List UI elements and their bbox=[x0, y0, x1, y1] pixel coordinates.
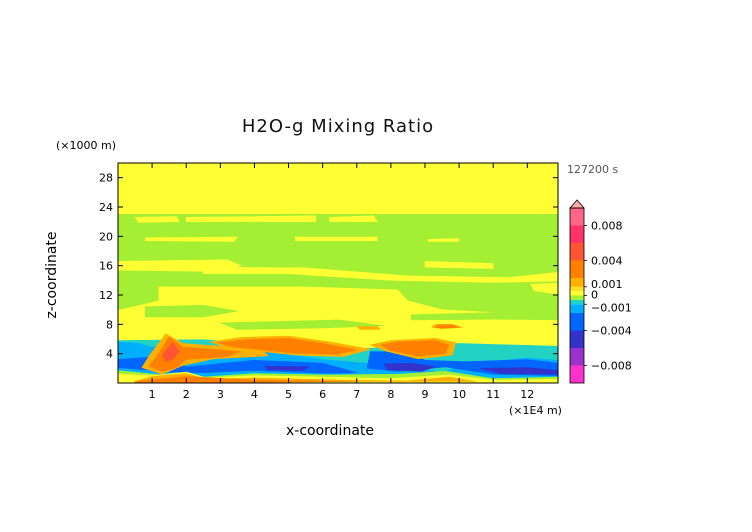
x-tick-label: 4 bbox=[251, 388, 258, 401]
colorbar-band bbox=[570, 304, 584, 313]
colorbar-label: 0.004 bbox=[591, 255, 623, 268]
colorbar-band bbox=[570, 330, 584, 348]
contour-region bbox=[356, 326, 381, 330]
x-tick: 12 bbox=[520, 163, 534, 401]
contour-region bbox=[329, 215, 378, 222]
colorbar-label: −0.004 bbox=[591, 325, 632, 338]
colorbar-band bbox=[570, 295, 584, 300]
y-tick: 16 bbox=[99, 260, 558, 273]
colorbar-label: 0.001 bbox=[591, 278, 623, 291]
contour-region bbox=[530, 282, 558, 295]
colorbar-band bbox=[570, 208, 584, 226]
x-axis-label: x-coordinate bbox=[286, 423, 375, 439]
x-tick: 5 bbox=[285, 163, 292, 401]
contour-region bbox=[162, 342, 180, 363]
colorbar-label: 0.008 bbox=[591, 220, 623, 233]
contour-region bbox=[410, 312, 558, 321]
x-tick: 8 bbox=[387, 163, 394, 401]
colorbar-label: −0.008 bbox=[591, 360, 632, 373]
colorbar-label: 0 bbox=[591, 289, 598, 302]
plot-area bbox=[118, 163, 558, 383]
x-tick-label: 7 bbox=[353, 388, 360, 401]
colorbar-band bbox=[570, 243, 584, 261]
chart-title: H2O-g Mixing Ratio bbox=[241, 116, 435, 137]
y-tick-label: 4 bbox=[106, 348, 113, 361]
x-tick-label: 1 bbox=[149, 388, 156, 401]
x-tick-label: 8 bbox=[387, 388, 394, 401]
colorbar-band bbox=[570, 291, 584, 296]
time-stamp-label: 127200 s bbox=[567, 163, 619, 176]
colorbar-band bbox=[570, 348, 584, 366]
colorbar-band bbox=[570, 278, 584, 287]
y-axis-ticks: 4 8 12 16 20 24 28 bbox=[99, 172, 558, 361]
x-axis-unit-label: (×1E4 m) bbox=[509, 404, 562, 417]
y-tick-label: 8 bbox=[106, 318, 113, 331]
plot-frame bbox=[117, 162, 559, 384]
x-tick: 1 bbox=[149, 163, 156, 401]
colorbar-band bbox=[570, 260, 584, 278]
contour-region bbox=[145, 304, 238, 318]
contour-region bbox=[216, 337, 358, 355]
colorbar-band bbox=[570, 299, 584, 305]
contour-region bbox=[185, 215, 317, 222]
contour-region bbox=[220, 319, 385, 330]
x-tick: 3 bbox=[217, 163, 224, 401]
x-axis-ticks: 1 2 3 4 5 6 7 8 9 10 11 12 bbox=[149, 163, 534, 401]
contour-region bbox=[118, 341, 149, 349]
contour-region bbox=[134, 216, 180, 223]
x-tick-label: 10 bbox=[452, 388, 466, 401]
colorbar-band bbox=[570, 286, 584, 292]
x-tick-label: 11 bbox=[486, 388, 500, 401]
contour-region bbox=[383, 362, 436, 372]
y-tick-label: 28 bbox=[99, 172, 113, 185]
x-tick: 7 bbox=[353, 163, 360, 401]
x-tick-label: 2 bbox=[183, 388, 190, 401]
x-tick-label: 5 bbox=[285, 388, 292, 401]
x-tick: 4 bbox=[251, 163, 258, 401]
x-tick: 9 bbox=[421, 163, 428, 401]
contour-region bbox=[479, 367, 558, 375]
colorbar-overflow bbox=[569, 199, 585, 209]
y-tick: 4 bbox=[106, 348, 558, 361]
colorbar-band bbox=[570, 225, 584, 243]
contour-region bbox=[203, 266, 558, 283]
x-tick-label: 9 bbox=[421, 388, 428, 401]
x-tick: 11 bbox=[486, 163, 500, 401]
y-tick: 8 bbox=[106, 318, 558, 331]
contour-region bbox=[145, 236, 238, 242]
x-tick: 2 bbox=[183, 163, 190, 401]
x-tick: 6 bbox=[319, 163, 326, 401]
contour-region bbox=[295, 236, 378, 241]
y-tick: 28 bbox=[99, 172, 558, 185]
x-tick-label: 6 bbox=[319, 388, 326, 401]
y-tick: 20 bbox=[99, 230, 558, 243]
y-tick-label: 20 bbox=[99, 230, 113, 243]
contour-region bbox=[264, 365, 310, 371]
colorbar-band bbox=[570, 365, 584, 383]
x-tick-label: 3 bbox=[217, 388, 224, 401]
contour-region bbox=[428, 238, 460, 242]
y-axis-unit-label: (×1000 m) bbox=[56, 139, 117, 152]
contour-region bbox=[434, 324, 460, 329]
y-tick: 12 bbox=[99, 289, 558, 302]
contour-region bbox=[380, 340, 450, 357]
colorbar-label: −0.001 bbox=[591, 301, 632, 314]
colorbar-band bbox=[570, 313, 584, 331]
x-tick: 10 bbox=[452, 163, 466, 401]
contour-region bbox=[424, 260, 494, 269]
y-tick: 24 bbox=[99, 201, 558, 214]
y-tick-label: 16 bbox=[99, 260, 113, 273]
y-tick-label: 12 bbox=[99, 289, 113, 302]
x-tick-label: 12 bbox=[520, 388, 534, 401]
y-tick-label: 24 bbox=[99, 201, 113, 214]
